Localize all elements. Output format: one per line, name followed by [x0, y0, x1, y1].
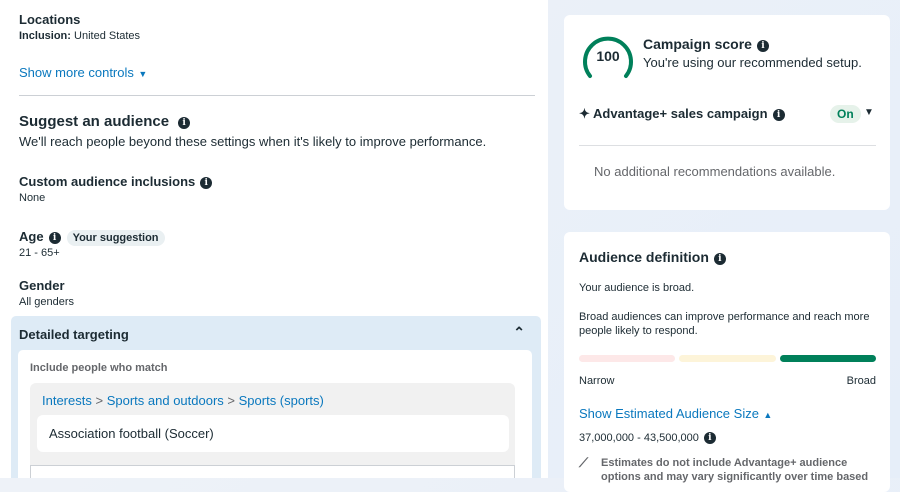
detailed-targeting-section: Detailed targeting ⌃ Include people who … [11, 316, 541, 478]
audience-broad: Your audience is broad. [579, 282, 695, 294]
suggestion-badge: Your suggestion [66, 230, 165, 246]
campaign-score-desc: You're using our recommended setup. [643, 55, 862, 70]
meter-specific [679, 355, 776, 362]
status-badge[interactable]: On [830, 105, 861, 123]
custom-audience-title: Custom audience inclusions [19, 174, 196, 189]
breadcrumb-sports[interactable]: Sports (sports) [238, 393, 324, 408]
chevron-up-icon[interactable]: ⌃ [513, 324, 525, 340]
no-recommendations: No additional recommendations available. [594, 164, 836, 179]
info-icon[interactable]: i [200, 177, 213, 189]
gender-value: All genders [19, 296, 75, 308]
show-audience-size-link[interactable]: Show Estimated Audience Size ▲ [579, 406, 773, 421]
info-icon[interactable]: i [48, 232, 61, 244]
info-icon[interactable]: i [703, 432, 716, 444]
info-icon[interactable]: i [756, 40, 769, 52]
audience-definition-card: Audience definition i Your audience is br… [564, 232, 890, 492]
breadcrumb-sports-outdoors[interactable]: Sports and outdoors [106, 393, 224, 408]
trend-icon: ⟋ [579, 455, 589, 470]
targeting-breadcrumb: Interests > Sports and outdoors > Sports… [42, 393, 324, 408]
gender-title: Gender [19, 278, 65, 293]
campaign-score-title: Campaign score [643, 36, 752, 52]
inclusion-value: United States [74, 30, 141, 42]
score-value: 100 [596, 48, 620, 64]
age-title: Age [19, 229, 44, 244]
caret-up-icon: ▲ [763, 410, 773, 420]
audience-settings-panel: Locations Inclusion: United States Show … [11, 12, 541, 478]
score-gauge [583, 36, 633, 78]
audience-definition-title: Audience definition [579, 249, 709, 265]
info-icon[interactable]: i [178, 117, 191, 129]
broad-label: Broad [846, 375, 876, 387]
info-icon[interactable]: i [772, 109, 785, 121]
targeting-item[interactable]: Association football (Soccer) [37, 415, 509, 452]
info-icon[interactable]: i [713, 253, 726, 265]
caret-down-icon[interactable]: ▼ [864, 107, 874, 118]
targeting-search-input[interactable] [30, 465, 515, 478]
custom-audience-value: None [19, 192, 46, 204]
divider [579, 145, 876, 146]
detailed-targeting-title: Detailed targeting [19, 327, 129, 342]
age-value: 21 - 65+ [19, 247, 60, 259]
suggest-audience-desc: We'll reach people beyond these settings… [19, 134, 487, 149]
breadcrumb-interests[interactable]: Interests [42, 393, 92, 408]
audience-desc: Broad audiences can improve performance … [579, 311, 870, 337]
locations-title: Locations [19, 12, 81, 27]
sparkle-icon: ✦ [579, 106, 590, 121]
audience-size: 37,000,000 - 43,500,000 [579, 432, 699, 444]
advantage-label: Advantage+ sales campaign [593, 106, 768, 121]
campaign-score-card: 100 Campaign score i You're using our rec… [564, 15, 890, 210]
inclusion-label: Inclusion: [19, 30, 71, 42]
meter-narrow [579, 355, 676, 362]
caret-down-icon: ▼ [138, 69, 148, 79]
show-more-controls-link[interactable]: Show more controls ▼ [19, 65, 148, 80]
suggest-audience-title: Suggest an audience [19, 113, 170, 130]
estimate-note: Estimates do not include Advantage+ audi… [601, 457, 869, 483]
divider [19, 95, 535, 96]
audience-breadth-meter [579, 355, 876, 362]
narrow-label: Narrow [579, 375, 615, 387]
include-label: Include people who match [30, 362, 168, 374]
meter-broad [779, 355, 876, 362]
